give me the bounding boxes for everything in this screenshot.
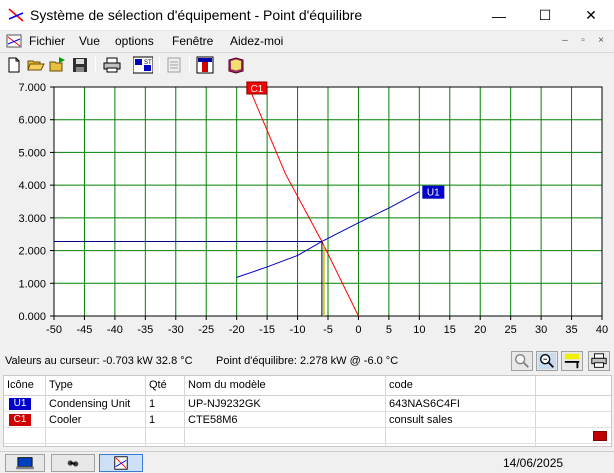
x-tick-label: -10 <box>290 324 306 336</box>
equipment-table: Icône Type Qté Nom du modèle code U1 Con… <box>3 375 612 447</box>
row-model: CTE58M6 <box>188 414 238 426</box>
menu-fenetre[interactable]: Fenêtre <box>172 34 214 48</box>
header-qte[interactable]: Qté <box>149 379 167 391</box>
mdi-close-button[interactable]: × <box>598 35 604 46</box>
minimize-button[interactable]: — <box>492 7 506 24</box>
computer-icon[interactable] <box>5 454 45 472</box>
mdi-restore-button[interactable]: ▫ <box>581 35 585 46</box>
y-tick-label: 2.000 <box>18 246 46 258</box>
document-window-icon[interactable] <box>6 33 22 49</box>
menu-aidez-moi[interactable]: Aidez-moi <box>230 34 284 48</box>
delete-row-button[interactable] <box>593 431 607 441</box>
x-tick-label: 35 <box>565 324 577 336</box>
mdi-minimize-button[interactable]: – <box>562 35 568 46</box>
plot-border <box>53 86 603 317</box>
x-tick-label: -15 <box>259 324 275 336</box>
header-type[interactable]: Type <box>49 379 73 391</box>
cursor-values-text: Valeurs au curseur: -0.703 kW 32.8 °C <box>5 355 193 367</box>
y-tick-label: 1.000 <box>18 278 46 290</box>
x-tick-label: 30 <box>535 324 547 336</box>
x-tick-label: -40 <box>107 324 123 336</box>
x-tick-label: 40 <box>596 324 608 336</box>
series-label-bg-c1 <box>246 81 268 95</box>
row-code: consult sales <box>389 414 453 426</box>
si-units-icon[interactable]: ST <box>133 56 153 74</box>
y-tick-label: 3.000 <box>18 213 46 225</box>
y-tick-label: 5.000 <box>18 147 46 159</box>
row-qty: 1 <box>149 414 156 426</box>
u1-badge-icon: U1 <box>9 398 31 410</box>
header-code[interactable]: code <box>389 379 413 391</box>
window-title: Système de sélection d'équipement - Poin… <box>30 7 363 23</box>
equilibrium-point-text: Point d'équilibre: 2.278 kW @ -6.0 °C <box>216 355 399 367</box>
y-tick-label: 0.000 <box>18 311 46 323</box>
x-tick-label: -35 <box>137 324 153 336</box>
table-row[interactable]: U1 Condensing Unit 1 UP-NJ9232GK 643NAS6… <box>4 396 611 412</box>
x-tick-label: -50 <box>46 324 62 336</box>
x-tick-label: 15 <box>444 324 456 336</box>
x-tick-label: -25 <box>198 324 214 336</box>
y-tick-label: 7.000 <box>18 82 46 94</box>
table-row-empty <box>4 428 611 444</box>
bottom-status-bar: 14/06/2025 <box>0 451 614 473</box>
status-date: 14/06/2025 <box>503 456 564 470</box>
series-label-bg-u1 <box>422 185 445 199</box>
y-tick-label: 4.000 <box>18 180 46 192</box>
row-qty: 1 <box>149 398 156 410</box>
toolbar: ST <box>0 52 614 77</box>
row-type: Cooler <box>49 414 82 426</box>
menu-fichier[interactable]: Fichier <box>29 34 66 48</box>
maximize-button[interactable]: ☐ <box>538 7 552 23</box>
chart-grid <box>50 86 603 320</box>
menu-options[interactable]: options <box>115 34 154 48</box>
y-tick-label: 6.000 <box>18 115 46 127</box>
table-header: Icône Type Qté Nom du modèle code <box>4 376 611 396</box>
close-button[interactable]: ✕ <box>585 7 597 23</box>
svg-text:ST: ST <box>144 60 152 66</box>
readout-bar: Valeurs au curseur: -0.703 kW 32.8 °C Po… <box>0 350 614 374</box>
x-tick-label: 5 <box>386 324 392 336</box>
x-tick-label: 0 <box>355 324 361 336</box>
chart-icon[interactable] <box>196 56 214 74</box>
x-tick-label: 25 <box>505 324 517 336</box>
series-line-c1 <box>248 86 359 317</box>
header-icone[interactable]: Icône <box>7 379 34 391</box>
row-code: 643NAS6C4FI <box>389 398 460 410</box>
zoom-out-icon[interactable] <box>511 351 533 371</box>
equilibrium-chart[interactable]: -50 -45 -40 -35 -30 -25 -20 -15 -10 -5 0 5 10 15 20 25 3… <box>0 77 614 345</box>
x-tick-label: -20 <box>229 324 245 336</box>
header-nom-modele[interactable]: Nom du modèle <box>188 379 266 391</box>
cursor-line-icon[interactable] <box>561 351 583 371</box>
open-recent-icon[interactable] <box>49 56 67 74</box>
chart-view-icon[interactable] <box>99 454 143 472</box>
title-bar: Système de sélection d'équipement - Poin… <box>0 0 614 31</box>
print-icon[interactable] <box>103 56 121 74</box>
series-label-c1: C1 <box>250 84 263 95</box>
x-tick-label: -45 <box>76 324 92 336</box>
open-folder-icon[interactable] <box>27 56 45 74</box>
connection-icon[interactable] <box>51 454 95 472</box>
menu-vue[interactable]: Vue <box>79 34 100 48</box>
series-label-u1: U1 <box>427 188 440 199</box>
x-tick-label: 20 <box>474 324 486 336</box>
row-model: UP-NJ9232GK <box>188 398 261 410</box>
new-file-icon[interactable] <box>5 56 23 74</box>
save-icon[interactable] <box>71 56 89 74</box>
menu-bar: Fichier Vue options Fenêtre Aidez-moi – … <box>0 31 614 51</box>
book-icon[interactable] <box>227 56 245 74</box>
c1-badge-icon: C1 <box>9 414 31 426</box>
zoom-in-icon[interactable] <box>536 351 558 371</box>
app-icon <box>8 7 24 23</box>
x-tick-label: -30 <box>168 324 184 336</box>
axis-tick-labels: -50 -45 -40 -35 -30 -25 -20 -15 -10 -5 0 5 10 15 20 25 3… <box>18 82 608 336</box>
cursor-layer <box>54 240 325 316</box>
report-icon[interactable] <box>165 56 183 74</box>
print-chart-icon[interactable] <box>588 351 610 371</box>
x-tick-label: -5 <box>323 324 333 336</box>
table-row[interactable]: C1 Cooler 1 CTE58M6 consult sales <box>4 412 611 428</box>
chart-svg[interactable]: -50 -45 -40 -35 -30 -25 -20 -15 -10 -5 0 5 10 15 20 25 3… <box>0 77 614 345</box>
row-type: Condensing Unit <box>49 398 131 410</box>
x-tick-label: 10 <box>413 324 425 336</box>
